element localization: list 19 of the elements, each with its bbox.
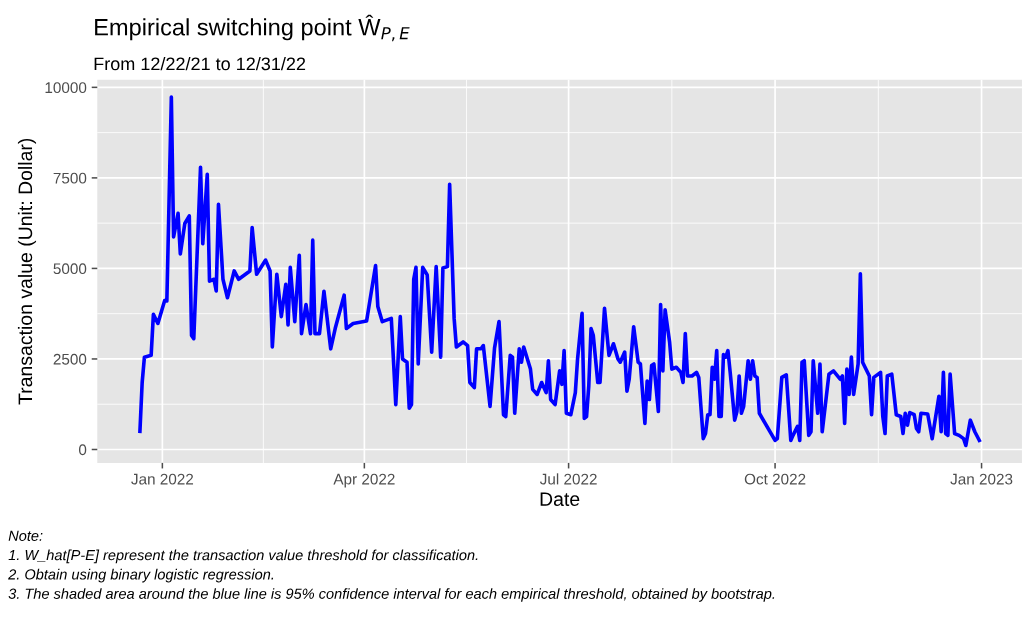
y-tick-label: 10000 [45,82,87,94]
y-tick-label: 2500 [53,353,87,365]
text: Note: [8,530,43,541]
x-axis-title: Date [540,492,580,506]
x-tick-label: Apr 2022 [333,473,395,488]
y-tick-label: 0 [78,444,87,456]
x-tick-label: Jan 2022 [131,473,194,485]
y-axis-title: Transaction value (Unit: Dollar) [17,138,37,405]
y-tick-label: 7500 [53,172,87,184]
line-series [138,95,982,448]
chart-subtitle: From 12/22/21 to 12/31/22 [94,57,306,71]
text: 2. Obtain using binary logistic regression. [8,568,274,583]
x-tick-label: Jan 2023 [950,473,1013,485]
x-tick-label: Oct 2022 [744,473,806,485]
x-tick-label: Jul 2022 [539,473,597,485]
text: 1. W_hat[P-E] represent the transaction value threshold for classification. [8,549,478,564]
y-tick-label: 5000 [53,263,87,275]
chart-title: Empirical switching point Ŵ$_{P,E}$ [95,14,410,42]
text: 3. The shaded area around the blue line is 95% confidence interval for each empirical threshold, obtained by bootstrap. [8,588,775,602]
